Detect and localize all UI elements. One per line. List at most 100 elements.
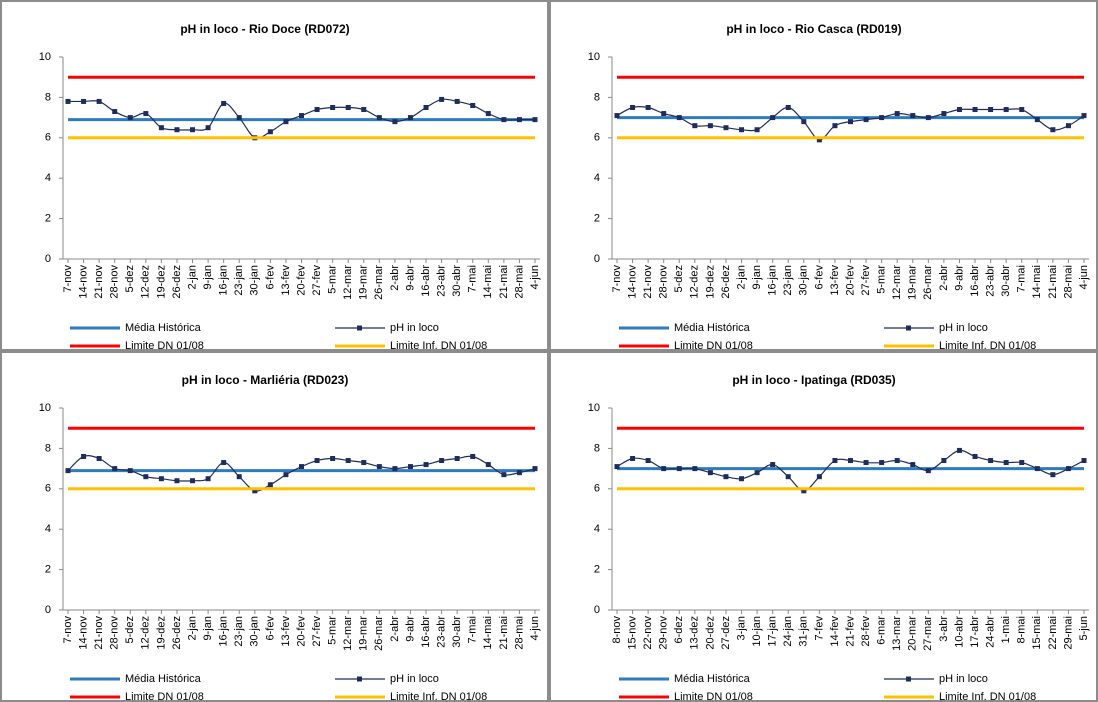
x-tick-label: 28-mai [513,616,525,650]
x-tick-label: 26-dez [171,265,183,299]
x-tick-label: 13-mar [891,616,903,651]
point-marker [174,127,180,133]
x-tick-label: 23-jan [233,265,245,296]
point-marker [127,115,133,121]
y-tick-label: 6 [594,132,600,144]
x-tick-label: 27-fev [311,616,323,647]
x-tick-label: 9-jan [202,616,214,640]
x-tick-label: 13-fev [280,265,292,296]
point-marker [1081,113,1087,119]
x-tick-label: 19-dez [704,265,716,299]
point-marker [1003,107,1009,113]
y-tick-label: 0 [594,253,600,265]
x-tick-label: 5-jun [1078,616,1090,640]
chart-title: pH in loco - Ipatinga (RD035) [732,373,895,387]
point-marker [910,462,916,468]
point-marker [314,107,320,113]
legend-label: Limite Inf. DN 01/08 [390,691,487,702]
chart-title: pH in loco - Marliéria (RD023) [182,373,349,387]
point-marker [1003,460,1009,466]
point-marker [112,466,118,472]
legend-label: Média Histórica [674,322,751,334]
x-tick-label: 9-abr [404,265,416,291]
point-marker [345,105,351,110]
point-marker [407,464,413,470]
x-tick-label: 14-nov [77,616,89,650]
panel-border [549,351,1098,702]
point-marker [65,468,71,474]
point-marker [1065,123,1071,129]
x-tick-label: 27-dez [720,616,732,650]
panel-border [0,351,549,702]
x-tick-label: 26-dez [171,616,183,650]
x-tick-label: 7-nov [62,265,74,293]
x-tick-label: 5-mar [876,265,888,294]
x-tick-label: 27-fev [311,265,323,296]
point-marker [972,107,978,113]
point-marker [754,127,760,133]
point-marker [816,137,822,143]
x-tick-label: 20-fev [295,616,307,647]
point-marker [158,125,164,131]
chart-panel: pH in loco - Ipatinga (RD035) 0 2 4 6 8 10 8-no… [549,351,1098,702]
x-tick-label: 21-nov [93,616,105,650]
point-marker [692,123,698,129]
point-marker [423,462,429,468]
point-marker [816,474,822,480]
x-tick-label: 3-abr [938,616,950,642]
point-marker [314,458,320,464]
point-marker [941,458,947,464]
x-tick-label: 6-fev [264,616,276,641]
x-tick-label: 16-abr [420,616,432,648]
point-marker [190,478,196,484]
point-marker [330,105,336,110]
point-marker [988,107,994,113]
x-tick-label: 23-jan [782,265,794,296]
panel-border [549,0,1098,351]
point-marker [1050,127,1056,133]
legend-label: pH in loco [939,322,988,334]
point-marker [879,115,885,121]
point-marker [127,468,133,474]
x-tick-label: 16-jan [767,265,779,296]
x-tick-label: 16-abr [969,265,981,297]
point-marker [221,460,227,466]
x-tick-label: 7-mai [467,265,479,293]
x-tick-label: 22-nov [642,616,654,650]
chart-title: pH in loco - Rio Casca (RD019) [726,22,901,36]
point-marker [661,466,667,472]
legend-label: Limite DN 01/08 [125,340,204,352]
x-tick-label: 30-jan [798,265,810,296]
y-tick-label: 10 [39,402,51,414]
point-marker [252,488,258,494]
x-tick-label: 21-nov [93,265,105,299]
y-tick-label: 10 [588,51,600,63]
point-marker [925,115,931,121]
point-marker [283,472,289,478]
point-marker [454,456,460,461]
x-tick-label: 28-mai [1062,265,1074,299]
x-tick-label: 19-mar [358,265,370,300]
point-marker [645,105,651,110]
x-tick-label: 19-mar [907,265,919,300]
x-tick-label: 21-fev [844,616,856,647]
x-tick-label: 26-mar [373,616,385,651]
x-tick-label: 28-nov [109,265,121,299]
point-marker [925,468,931,474]
panel-border [0,0,549,351]
point-marker [532,466,538,472]
x-tick-label: 6-fev [264,265,276,290]
point-marker [330,456,336,461]
x-tick-label: 4-jun [529,616,541,640]
point-marker [848,458,853,464]
point-marker [1019,107,1025,113]
x-tick-label: 13-fev [280,616,292,647]
point-marker [754,470,760,476]
x-tick-label: 30-abr [451,265,463,297]
point-marker [236,115,242,121]
point-marker [345,458,351,464]
x-tick-label: 14-mai [482,265,494,299]
x-tick-label: 26-mar [922,265,934,300]
x-tick-label: 29-mai [1062,616,1074,650]
legend-label: Limite Inf. DN 01/08 [939,340,1036,352]
